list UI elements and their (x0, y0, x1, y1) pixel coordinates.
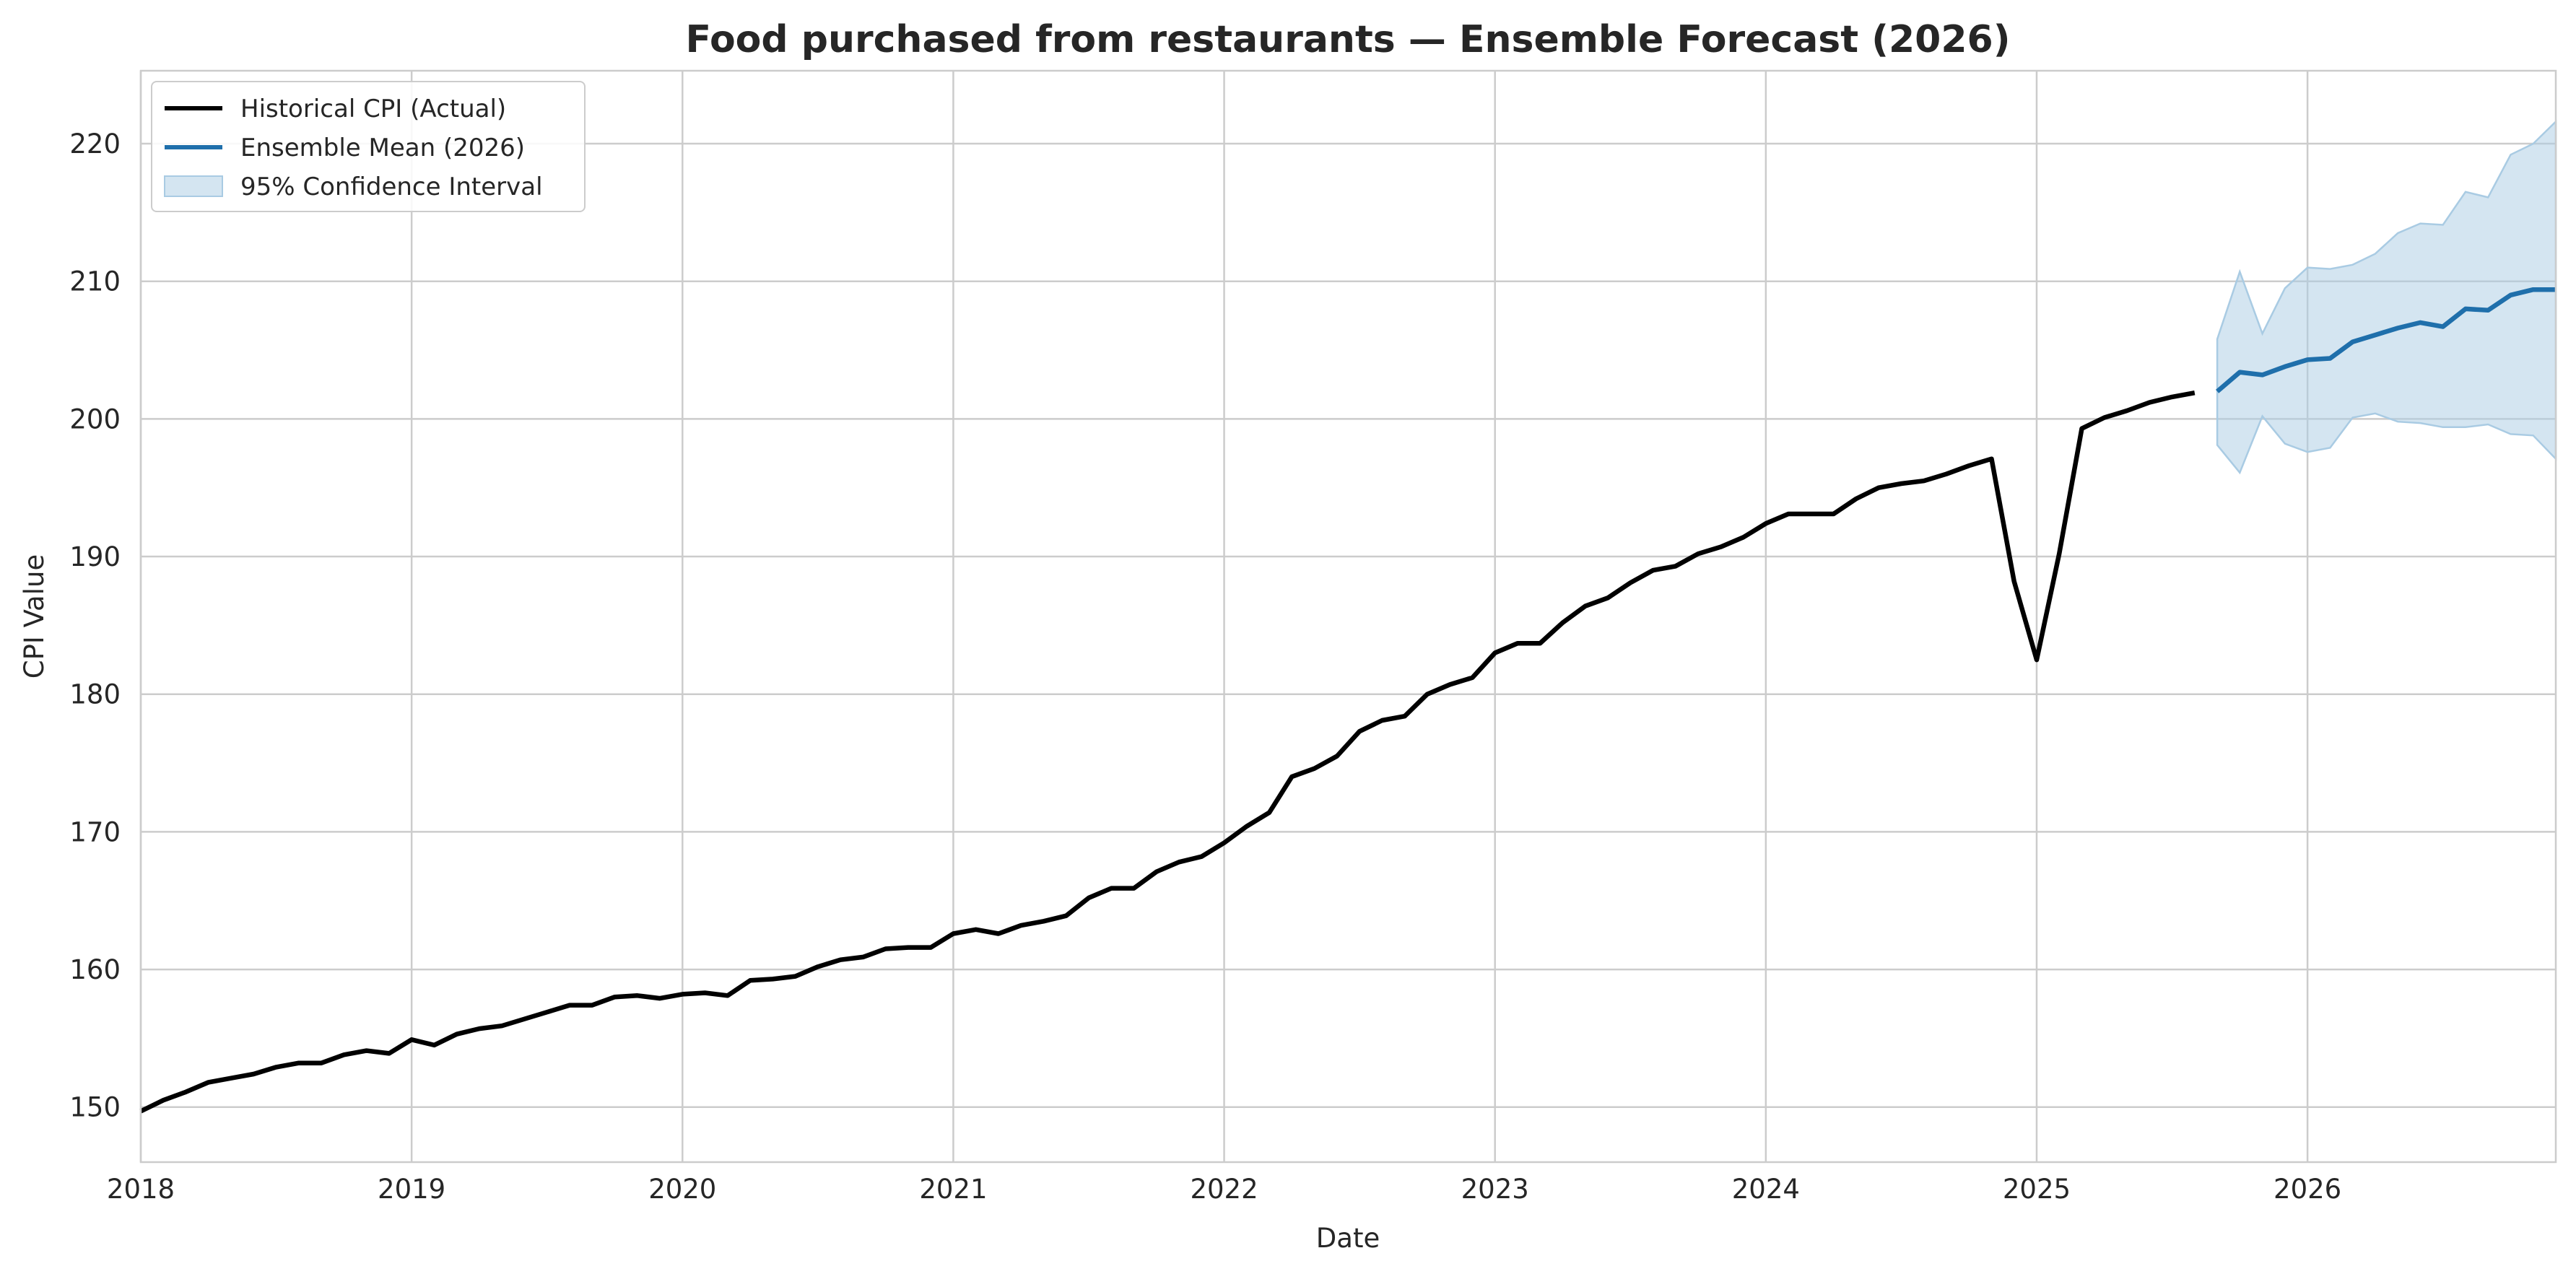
x-tick-label: 2018 (107, 1174, 175, 1205)
chart-title: Food purchased from restaurants — Ensemb… (686, 18, 2011, 61)
x-tick-label: 2021 (919, 1174, 987, 1205)
x-tick-labels: 2018 2019 2020 2021 2022 2023 2024 2025 2026 (107, 1174, 2341, 1205)
y-tick-label: 220 (69, 128, 121, 160)
y-axis-label: CPI Value (19, 554, 50, 679)
y-tick-labels: 150 160 170 180 190 200 210 220 (69, 128, 121, 1123)
x-tick-label: 2022 (1190, 1174, 1258, 1205)
grid-lines (139, 71, 2556, 1162)
series-lines-layer (139, 287, 2556, 1114)
x-tick-label: 2025 (2003, 1174, 2071, 1205)
legend-swatch-confidence (164, 175, 223, 197)
x-tick-label: 2024 (1732, 1174, 1800, 1205)
plot-frame (139, 69, 2557, 1164)
legend: Historical CPI (Actual) Ensemble Mean (2… (151, 81, 586, 212)
y-tick-label: 160 (69, 954, 121, 985)
historical-cpi-line (139, 391, 2196, 1114)
y-tick-label: 180 (69, 679, 121, 710)
x-axis-label: Date (1316, 1223, 1380, 1254)
y-tick-label: 190 (69, 541, 121, 572)
y-tick-label: 210 (69, 266, 121, 297)
x-tick-label: 2023 (1461, 1174, 1529, 1205)
plot-area (141, 71, 2556, 1162)
legend-label-historical: Historical CPI (Actual) (240, 95, 506, 123)
y-tick-label: 170 (69, 816, 121, 847)
x-tick-label: 2020 (648, 1174, 716, 1205)
ensemble-mean-line (2215, 287, 2556, 393)
legend-label-ensemble: Ensemble Mean (2026) (240, 134, 525, 162)
y-tick-label: 150 (69, 1092, 121, 1123)
y-tick-label: 200 (69, 403, 121, 435)
legend-box (151, 81, 586, 212)
x-tick-label: 2019 (378, 1174, 445, 1205)
legend-label-confidence: 95% Confidence Interval (240, 173, 543, 201)
x-tick-label: 2026 (2273, 1174, 2341, 1205)
